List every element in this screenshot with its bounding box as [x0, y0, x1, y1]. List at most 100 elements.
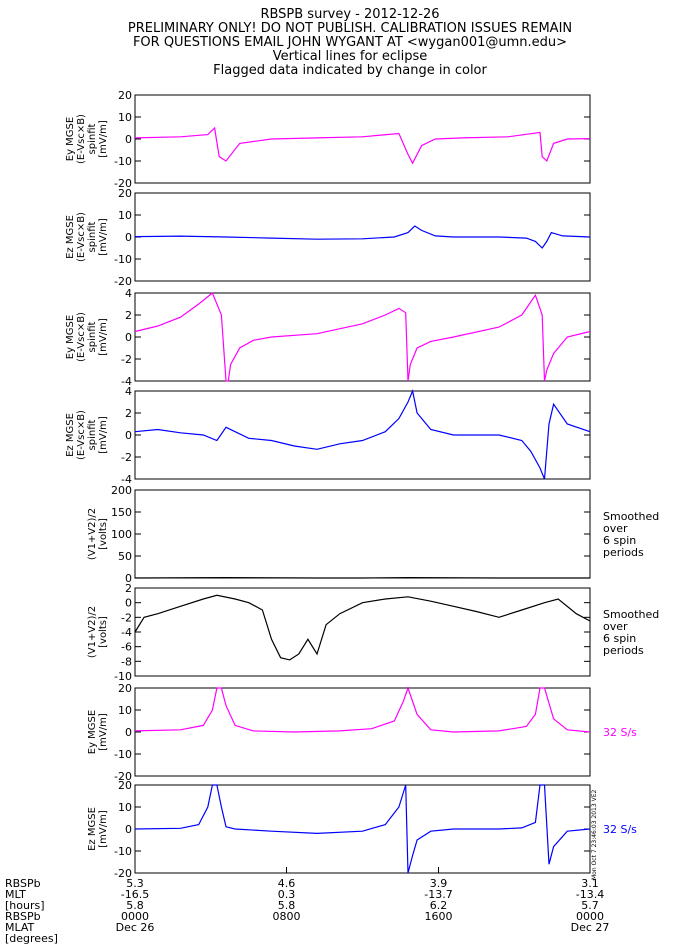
y-axis-label: [mV/m]: [98, 218, 109, 256]
y-tick-label: 10: [118, 801, 132, 814]
x-tick-label: 0000: [576, 910, 604, 923]
series-line: [134, 594, 591, 661]
y-tick-label: 50: [118, 550, 132, 563]
series-line: [134, 784, 591, 874]
x-row-label: [degrees]: [5, 932, 58, 945]
y-axis-label: spinfit: [87, 321, 98, 352]
panel-frame: [134, 292, 591, 382]
y-tick-label: -2: [121, 611, 132, 624]
y-tick-label: -20: [114, 770, 132, 783]
eclipse-note: Vertical lines for eclipse: [272, 49, 428, 64]
x-tick-label: Dec 26: [116, 921, 155, 934]
y-tick-label: 0: [125, 597, 132, 610]
y-tick-label: 20: [118, 187, 132, 200]
y-axis-label: (E-Vsc×B): [76, 114, 87, 164]
panel-frame: [134, 489, 591, 579]
y-tick-label: 2: [125, 309, 132, 322]
x-tick-label: -16.5: [121, 888, 149, 901]
series-line: [134, 126, 591, 165]
y-tick-label: 200: [111, 484, 132, 497]
x-tick-label: 0.3: [278, 888, 296, 901]
y-tick-label: 0: [125, 726, 132, 739]
panel-note: 32 S/s: [603, 823, 637, 836]
y-tick-label: -10: [114, 155, 132, 168]
x-tick-label: -13.7: [424, 888, 452, 901]
y-tick-label: -2: [121, 451, 132, 464]
y-tick-label: -10: [114, 253, 132, 266]
side-vertical-label: Mon Oct 7 23:46:03 2013 VE2: [591, 790, 598, 880]
chart-title: RBSPB survey - 2012-12-26: [260, 7, 440, 22]
x-tick-label: 1600: [424, 910, 452, 923]
x-tick-label: 0800: [273, 910, 301, 923]
y-tick-label: 10: [118, 209, 132, 222]
x-row-label: MLAT: [5, 921, 35, 934]
x-row-label: RBSPb: [5, 877, 41, 890]
x-row-label: RBSPb: [5, 910, 41, 923]
y-tick-label: 4: [125, 385, 132, 398]
y-tick-label: 0: [125, 572, 132, 585]
series-line: [134, 225, 591, 249]
x-tick-label: 0000: [121, 910, 149, 923]
y-tick-label: 0: [125, 231, 132, 244]
panel-frame: [134, 94, 591, 184]
panel-frame: [134, 784, 591, 874]
y-axis-label: Ey MGSE: [65, 117, 76, 161]
x-tick-label: 5.3: [126, 877, 144, 890]
flagged-note: Flagged data indicated by change in colo…: [213, 63, 487, 78]
y-tick-label: 0: [125, 331, 132, 344]
y-axis-label: spinfit: [87, 419, 98, 450]
x-row-label: [hours]: [5, 899, 45, 912]
series-line: [134, 388, 591, 480]
panel-note: 32 S/s: [603, 726, 637, 739]
y-axis-label: [mV/m]: [98, 318, 109, 356]
y-tick-label: 2: [125, 582, 132, 595]
x-row-label: MLT: [5, 888, 26, 901]
panel-frame: [134, 687, 591, 777]
y-axis-label: Ez MGSE: [87, 807, 98, 851]
y-tick-label: -20: [114, 275, 132, 288]
y-tick-label: -8: [121, 655, 132, 668]
y-tick-label: 0: [125, 429, 132, 442]
y-axis-label: [volts]: [98, 616, 109, 648]
y-axis-label: spinfit: [87, 221, 98, 252]
y-tick-label: 20: [118, 682, 132, 695]
panel-note: Smoothed: [603, 510, 659, 523]
y-tick-label: -2: [121, 353, 132, 366]
y-axis-label: Ez MGSE: [65, 413, 76, 457]
x-tick-label: -13.4: [576, 888, 604, 901]
y-tick-label: 20: [118, 89, 132, 102]
x-tick-label: Dec 27: [571, 921, 610, 934]
panel-note: 6 spin: [603, 632, 636, 645]
panel-note: 6 spin: [603, 534, 636, 547]
y-axis-label: (V1+V2)/2: [87, 606, 98, 658]
panel-note: over: [603, 522, 628, 535]
y-axis-label: Ey MGSE: [87, 710, 98, 754]
y-axis-label: (E-Vsc×B): [76, 312, 87, 362]
y-tick-label: 2: [125, 407, 132, 420]
y-axis-label: [mV/m]: [98, 120, 109, 158]
y-axis-label: Ey MGSE: [65, 315, 76, 359]
y-axis-label: Ez MGSE: [65, 215, 76, 259]
y-tick-label: -10: [114, 845, 132, 858]
x-tick-label: 4.6: [278, 877, 296, 890]
series-line: [134, 292, 591, 382]
panel-note: over: [603, 620, 628, 633]
y-tick-label: -4: [121, 626, 132, 639]
y-tick-label: 150: [111, 506, 132, 519]
y-tick-label: 10: [118, 704, 132, 717]
x-tick-label: 3.1: [581, 877, 599, 890]
y-tick-label: 0: [125, 133, 132, 146]
panel-note: periods: [603, 546, 644, 559]
x-tick-label: 5.7: [581, 899, 599, 912]
x-tick-label: 5.8: [278, 899, 296, 912]
x-tick-label: 3.9: [430, 877, 448, 890]
y-axis-label: (E-Vsc×B): [76, 410, 87, 460]
panel-frame: [134, 587, 591, 677]
panel-note: periods: [603, 644, 644, 657]
panel-note: Smoothed: [603, 608, 659, 621]
y-axis-label: [volts]: [98, 518, 109, 550]
y-axis-label: spinfit: [87, 123, 98, 154]
y-tick-label: -4: [121, 375, 132, 388]
y-tick-label: -10: [114, 748, 132, 761]
